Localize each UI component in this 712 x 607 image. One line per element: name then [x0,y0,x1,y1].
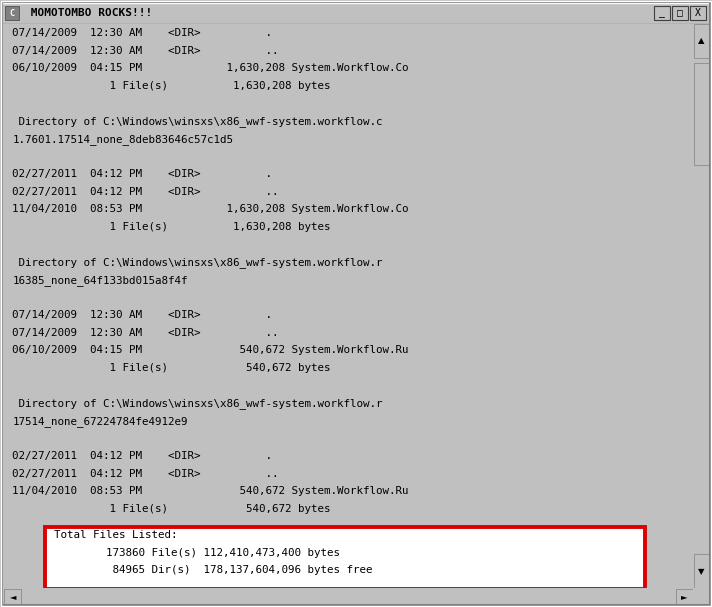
FancyBboxPatch shape [46,527,645,589]
Text: C: C [9,8,14,18]
Bar [5,6,19,20]
Text: 02/27/2011  04:12 PM    <DIR>          ..: 02/27/2011 04:12 PM <DIR> .. [12,469,279,479]
Text: 07/14/2009  12:30 AM    <DIR>          .: 07/14/2009 12:30 AM <DIR> . [12,28,272,38]
Text: 1.7601.17514_none_8deb83646c57c1d5: 1.7601.17514_none_8deb83646c57c1d5 [12,134,234,144]
Text: 07/14/2009  12:30 AM    <DIR>          ..: 07/14/2009 12:30 AM <DIR> .. [12,46,279,56]
Text: X: X [695,8,701,18]
Text: 06/10/2009  04:15 PM               540,672 System.Workflow.Ru: 06/10/2009 04:15 PM 540,672 System.Workf… [12,345,409,355]
Text: ▼: ▼ [698,566,705,575]
Text: MOMOTOMBO ROCKS!!!: MOMOTOMBO ROCKS!!! [24,8,152,18]
Bar [672,6,688,20]
Text: 02/27/2011  04:12 PM    <DIR>          .: 02/27/2011 04:12 PM <DIR> . [12,169,272,179]
Bar [694,24,709,58]
Text: Total Files Listed:: Total Files Listed: [53,530,177,540]
Text: 07/14/2009  12:30 AM    <DIR>          ..: 07/14/2009 12:30 AM <DIR> .. [12,328,279,337]
Text: 16385_none_64f133bd015a8f4f: 16385_none_64f133bd015a8f4f [12,275,188,286]
Text: 84965 Dir(s)  178,137,604,096 bytes free: 84965 Dir(s) 178,137,604,096 bytes free [53,565,372,575]
Text: 06/10/2009  04:15 PM             1,630,208 System.Workflow.Co: 06/10/2009 04:15 PM 1,630,208 System.Wor… [12,63,409,73]
Text: 1 File(s)            540,672 bytes: 1 File(s) 540,672 bytes [12,363,331,373]
Text: ▲: ▲ [698,36,705,46]
Text: Directory of C:\Windows\winsxs\x86_wwf-system.workflow.r: Directory of C:\Windows\winsxs\x86_wwf-s… [12,398,383,409]
Bar [690,6,706,20]
Text: 1 File(s)          1,630,208 bytes: 1 File(s) 1,630,208 bytes [12,222,331,232]
Text: □: □ [677,8,683,18]
Text: 17514_none_67224784fe4912e9: 17514_none_67224784fe4912e9 [12,416,188,427]
Text: ◄: ◄ [10,592,16,601]
Text: _: _ [659,8,665,18]
Bar [694,554,709,588]
Bar [694,64,709,165]
Text: Directory of C:\Windows\winsxs\x86_wwf-system.workflow.r: Directory of C:\Windows\winsxs\x86_wwf-s… [12,257,383,268]
Text: 02/27/2011  04:12 PM    <DIR>          .: 02/27/2011 04:12 PM <DIR> . [12,451,272,461]
Bar [676,589,693,604]
Text: 173860 File(s) 112,410,473,400 bytes: 173860 File(s) 112,410,473,400 bytes [53,548,340,557]
Bar [654,6,670,20]
Text: 1 File(s)            540,672 bytes: 1 File(s) 540,672 bytes [12,504,331,514]
Text: 11/04/2010  08:53 PM             1,630,208 System.Workflow.Co: 11/04/2010 08:53 PM 1,630,208 System.Wor… [12,205,409,214]
Bar [4,589,21,604]
Text: 11/04/2010  08:53 PM               540,672 System.Workflow.Ru: 11/04/2010 08:53 PM 540,672 System.Workf… [12,486,409,497]
Text: 02/27/2011  04:12 PM    <DIR>          ..: 02/27/2011 04:12 PM <DIR> .. [12,187,279,197]
Text: ►: ► [681,592,687,601]
Text: 1 File(s)          1,630,208 bytes: 1 File(s) 1,630,208 bytes [12,81,331,91]
Text: Directory of C:\Windows\winsxs\x86_wwf-system.workflow.c: Directory of C:\Windows\winsxs\x86_wwf-s… [12,116,383,127]
Text: 07/14/2009  12:30 AM    <DIR>          .: 07/14/2009 12:30 AM <DIR> . [12,310,272,320]
